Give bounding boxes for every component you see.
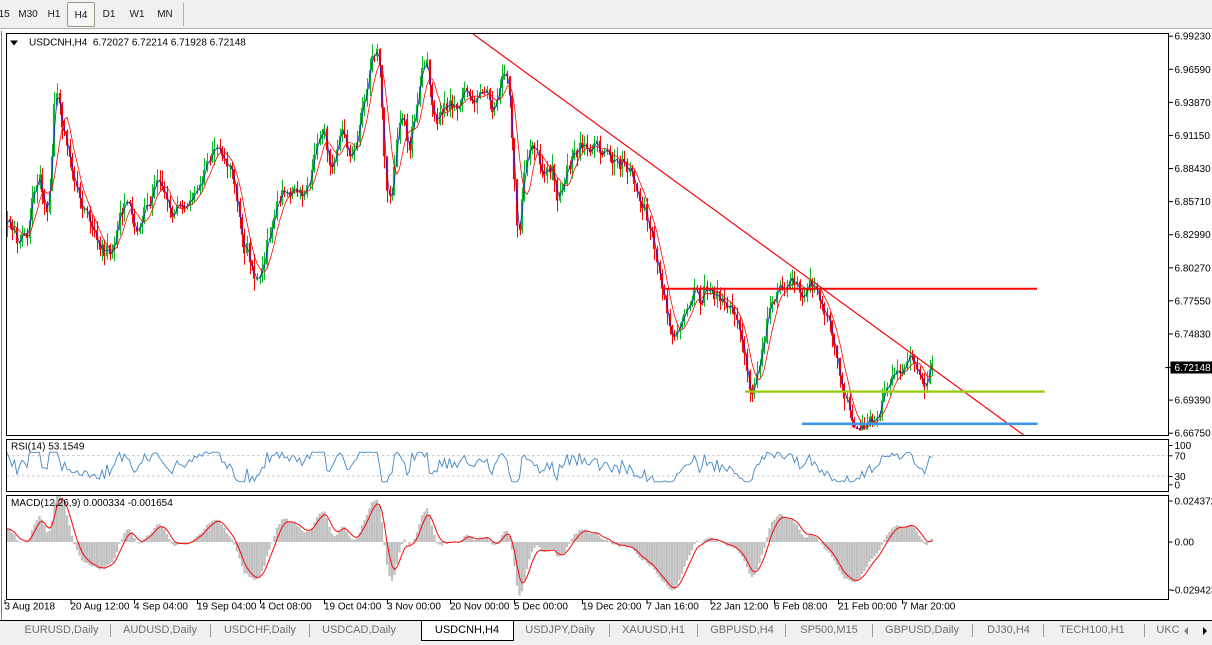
svg-text:4 Sep 04:00: 4 Sep 04:00 bbox=[134, 602, 188, 613]
svg-text:7 Jan 16:00: 7 Jan 16:00 bbox=[647, 602, 700, 613]
svg-text:20 Aug 12:00: 20 Aug 12:00 bbox=[71, 602, 130, 613]
svg-text:6.93870: 6.93870 bbox=[1175, 98, 1212, 109]
svg-text:5 Dec 00:00: 5 Dec 00:00 bbox=[514, 602, 568, 613]
svg-text:6.69390: 6.69390 bbox=[1175, 396, 1212, 407]
svg-text:22 Jan 12:00: 22 Jan 12:00 bbox=[711, 602, 769, 613]
svg-text:6.66750: 6.66750 bbox=[1175, 429, 1212, 440]
svg-text:RSI(14) 53.1549: RSI(14) 53.1549 bbox=[11, 442, 85, 453]
svg-text:USDCNH,H4 6.72027 6.72214 6.7: USDCNH,H4 6.72027 6.72214 6.71928 6.7214… bbox=[29, 38, 246, 49]
svg-text:20 Nov 00:00: 20 Nov 00:00 bbox=[450, 602, 510, 613]
svg-text:3 Aug 2018: 3 Aug 2018 bbox=[5, 602, 56, 613]
svg-text:6.91150: 6.91150 bbox=[1175, 131, 1211, 142]
svg-text:6.99230: 6.99230 bbox=[1175, 32, 1212, 43]
svg-text:19 Dec 20:00: 19 Dec 20:00 bbox=[582, 602, 642, 613]
svg-text:4 Oct 08:00: 4 Oct 08:00 bbox=[260, 602, 312, 613]
svg-text:6.96590: 6.96590 bbox=[1175, 65, 1212, 76]
svg-text:6 Feb 08:00: 6 Feb 08:00 bbox=[774, 602, 828, 613]
svg-text:19 Oct 04:00: 19 Oct 04:00 bbox=[324, 602, 382, 613]
svg-text:21 Feb 00:00: 21 Feb 00:00 bbox=[838, 602, 897, 613]
svg-text:6.82990: 6.82990 bbox=[1175, 230, 1212, 241]
svg-text:6.80270: 6.80270 bbox=[1175, 263, 1212, 274]
svg-text:MACD(12,26,9) 0.000334 -0.0016: MACD(12,26,9) 0.000334 -0.001654 bbox=[11, 498, 173, 509]
svg-text:6.72148: 6.72148 bbox=[1175, 363, 1212, 374]
svg-text:6.85710: 6.85710 bbox=[1175, 197, 1212, 208]
svg-text:6.74830: 6.74830 bbox=[1175, 329, 1212, 340]
svg-text:30: 30 bbox=[1175, 472, 1187, 483]
svg-text:19 Sep 04:00: 19 Sep 04:00 bbox=[197, 602, 257, 613]
svg-text:70: 70 bbox=[1175, 451, 1187, 462]
svg-text:100: 100 bbox=[1175, 441, 1192, 452]
svg-text:0: 0 bbox=[1175, 480, 1181, 491]
svg-text:0.00: 0.00 bbox=[1175, 538, 1195, 549]
svg-text:0.024372: 0.024372 bbox=[1175, 497, 1212, 508]
svg-text:7 Mar 20:00: 7 Mar 20:00 bbox=[902, 602, 956, 613]
svg-text:6.88430: 6.88430 bbox=[1175, 164, 1212, 175]
svg-text:6.77550: 6.77550 bbox=[1175, 296, 1212, 307]
svg-text:3 Nov 00:00: 3 Nov 00:00 bbox=[387, 602, 441, 613]
